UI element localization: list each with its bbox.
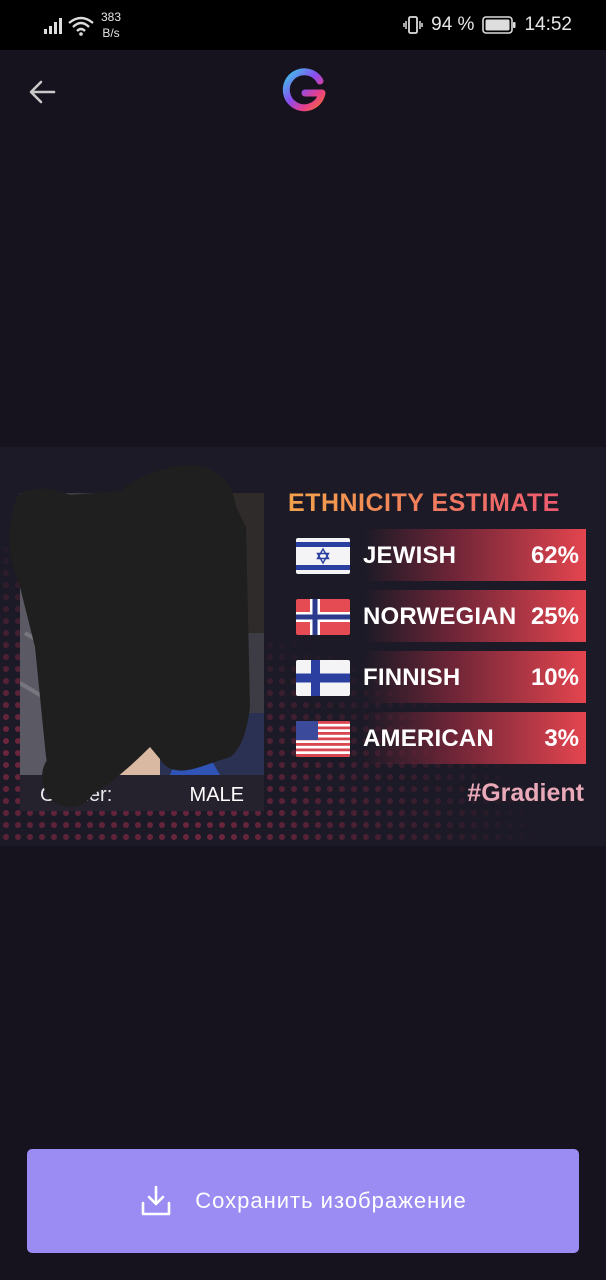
wifi-icon: [68, 16, 94, 36]
back-button[interactable]: [22, 72, 62, 112]
battery-icon: [482, 16, 516, 34]
result-card: Gender: MALE ETHNICITY ESTIMATE JEWISH 6…: [0, 447, 606, 846]
clock: 14:52: [524, 14, 572, 35]
network-speed: 383 B/s: [101, 10, 122, 40]
ethnicity-row-norwegian: NORWEGIAN 25%: [294, 590, 586, 642]
ethnicity-row-american: AMERICAN 3%: [294, 712, 586, 764]
user-photo: [20, 493, 264, 775]
estimate-title: ETHNICITY ESTIMATE: [288, 489, 560, 517]
save-image-button[interactable]: Сохранить изображение: [27, 1149, 579, 1253]
gender-label: Gender:: [40, 784, 113, 806]
status-bar: 383 B/s 94 % 14:52: [0, 0, 606, 50]
photo-image: [20, 493, 264, 775]
ethnicity-name: FINNISH: [363, 664, 461, 691]
download-icon: [141, 1185, 171, 1216]
hashtag-label: #Gradient: [467, 779, 584, 807]
signal-icon: [44, 18, 62, 34]
ethnicity-row-jewish: JEWISH 62%: [294, 529, 586, 581]
finland-flag-icon: [296, 660, 350, 696]
ethnicity-name: NORWEGIAN: [363, 603, 517, 630]
save-image-label: Сохранить изображение: [195, 1188, 467, 1213]
ethnicity-percent: 25%: [530, 603, 579, 630]
ethnicity-percent: 10%: [530, 664, 579, 691]
top-bar: [0, 50, 606, 134]
battery-percent: 94 %: [431, 14, 475, 35]
ethnicity-percent: 62%: [530, 542, 579, 569]
ethnicity-name: JEWISH: [363, 542, 457, 569]
ethnicity-list: JEWISH 62% NORWEGIAN 25% FINNISH 10%: [294, 529, 586, 773]
usa-flag-icon: [296, 721, 350, 757]
ethnicity-percent: 3%: [544, 725, 579, 752]
arrow-left-icon: [29, 80, 56, 104]
gradient-logo-icon: [282, 68, 326, 112]
gender-bar: Gender: MALE: [20, 775, 264, 811]
vibrate-icon: [403, 16, 423, 34]
gender-value: MALE: [189, 784, 244, 806]
ethnicity-name: AMERICAN: [363, 725, 494, 752]
norway-flag-icon: [296, 599, 350, 635]
israel-flag-icon: [296, 538, 350, 574]
ethnicity-row-finnish: FINNISH 10%: [294, 651, 586, 703]
